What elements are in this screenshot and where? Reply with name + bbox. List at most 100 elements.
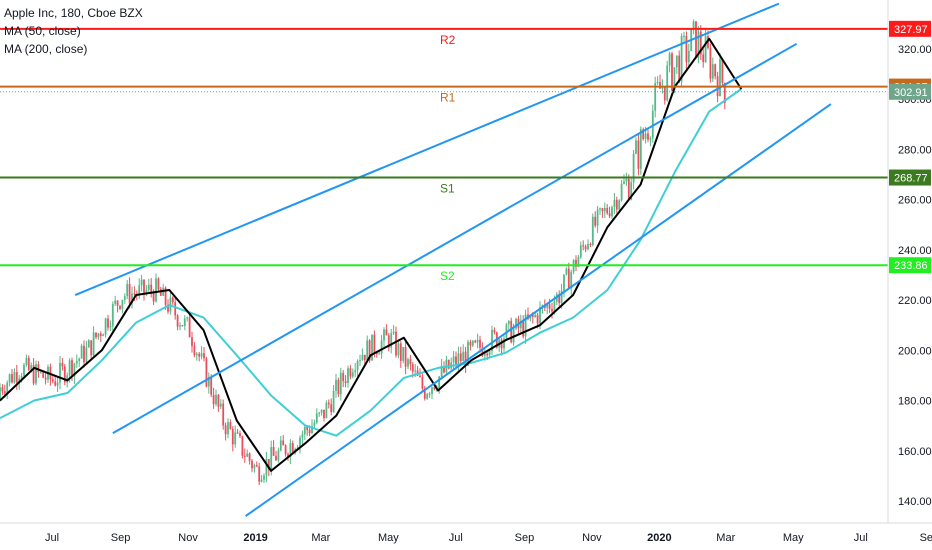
candle-body bbox=[303, 426, 306, 435]
candle-body bbox=[563, 274, 565, 291]
candle-body bbox=[524, 314, 527, 337]
candle-body bbox=[337, 379, 340, 395]
candle-body bbox=[236, 432, 239, 434]
y-tick-label: 180.00 bbox=[898, 396, 932, 408]
candle-body bbox=[570, 271, 573, 289]
candle-body bbox=[80, 345, 83, 359]
x-tick-label: Mar bbox=[311, 532, 330, 544]
candle-body bbox=[311, 425, 313, 434]
candle-body bbox=[380, 340, 383, 354]
candle-body bbox=[145, 289, 148, 294]
candle-body bbox=[363, 354, 366, 361]
candle-body bbox=[68, 360, 71, 376]
channel-middle-line[interactable] bbox=[112, 42, 798, 435]
candle-body bbox=[387, 335, 390, 348]
candle-body bbox=[207, 376, 210, 387]
candle-body bbox=[239, 433, 241, 437]
candle-body bbox=[361, 354, 364, 361]
y-tick-label: 200.00 bbox=[898, 345, 932, 357]
candle-body bbox=[402, 346, 405, 361]
candle-body bbox=[73, 363, 76, 377]
x-tick-label: Nov bbox=[582, 532, 602, 544]
candle-body bbox=[265, 459, 268, 476]
candle-body bbox=[390, 333, 393, 348]
candle-body bbox=[253, 465, 256, 469]
x-tick-label: Jul bbox=[449, 532, 463, 544]
candle-body bbox=[248, 453, 251, 461]
candle-body bbox=[308, 429, 311, 434]
candle-body bbox=[159, 289, 162, 296]
candle-body bbox=[107, 318, 109, 328]
candle-body bbox=[558, 294, 561, 304]
legend-ma50: MA (50, close) bbox=[4, 24, 81, 38]
candle-body bbox=[131, 293, 133, 304]
candle-body bbox=[349, 368, 352, 377]
candle-body bbox=[44, 377, 47, 380]
candle-body bbox=[385, 329, 388, 336]
candle-body bbox=[560, 290, 563, 304]
candle-body bbox=[114, 300, 117, 304]
candle-body bbox=[483, 353, 486, 356]
candle-body bbox=[152, 292, 155, 302]
candle-body bbox=[66, 375, 69, 383]
candle-body bbox=[375, 352, 378, 355]
candle-body bbox=[296, 447, 299, 449]
candle-body bbox=[671, 53, 673, 91]
candle-body bbox=[428, 393, 431, 395]
x-tick-label: 2020 bbox=[647, 532, 671, 544]
candle-body bbox=[584, 246, 587, 250]
channel-upper-line[interactable] bbox=[74, 2, 780, 296]
candle-body bbox=[620, 183, 623, 201]
candle-body bbox=[371, 334, 373, 361]
candle-body bbox=[419, 375, 421, 377]
candle-body bbox=[551, 308, 553, 312]
horizontal-levels[interactable]: R2 R1 S1 S2 bbox=[0, 27, 888, 283]
candle-body bbox=[414, 370, 417, 372]
candle-body bbox=[577, 257, 580, 267]
candle-body bbox=[181, 325, 184, 327]
candle-body bbox=[284, 445, 287, 455]
candle-body bbox=[116, 300, 119, 306]
candle-body bbox=[63, 366, 66, 383]
candle-body bbox=[8, 374, 11, 383]
candle-body bbox=[54, 381, 57, 386]
candle-body bbox=[469, 341, 472, 346]
x-tick-label: Mar bbox=[716, 532, 735, 544]
candle-body bbox=[356, 361, 359, 371]
candle-body bbox=[210, 376, 213, 395]
x-tick-label: Sep bbox=[515, 532, 535, 544]
candle-body bbox=[140, 279, 143, 286]
candle-body bbox=[83, 345, 85, 363]
ma200-series bbox=[0, 88, 742, 437]
candle-body bbox=[647, 133, 649, 140]
candle-body bbox=[666, 65, 669, 101]
chart-legend: Apple Inc, 180, Cboe BZX MA (50, close) … bbox=[4, 4, 143, 58]
trend-channel[interactable] bbox=[74, 2, 832, 517]
candle-body bbox=[471, 340, 474, 346]
candle-body bbox=[123, 296, 126, 300]
candle-body bbox=[699, 31, 702, 55]
candle-body bbox=[205, 358, 208, 387]
candle-body bbox=[330, 404, 333, 413]
x-axis: Jul Sep Nov 2019 Mar May Jul Sep Nov 2020 Mar May Ju… bbox=[0, 522, 932, 544]
candle-body bbox=[260, 479, 263, 482]
level-r1-label: R1 bbox=[440, 91, 456, 105]
candle-body bbox=[90, 340, 93, 356]
channel-lower-line[interactable] bbox=[245, 103, 832, 517]
candle-body bbox=[423, 388, 426, 399]
candle-body bbox=[327, 402, 330, 405]
candle-body bbox=[289, 443, 292, 458]
candle-body bbox=[143, 279, 145, 294]
candle-body bbox=[59, 362, 61, 383]
candle-body bbox=[519, 320, 522, 329]
candle-body bbox=[191, 337, 193, 347]
legend-title: Apple Inc, 180, Cboe BZX bbox=[4, 6, 143, 20]
candle-body bbox=[479, 339, 481, 348]
candle-body bbox=[150, 284, 153, 293]
level-s2-label: S2 bbox=[440, 269, 455, 283]
candle-body bbox=[373, 334, 376, 353]
candle-body bbox=[630, 182, 633, 200]
x-tick-label: Jul bbox=[45, 532, 59, 544]
candle-body bbox=[383, 329, 385, 341]
